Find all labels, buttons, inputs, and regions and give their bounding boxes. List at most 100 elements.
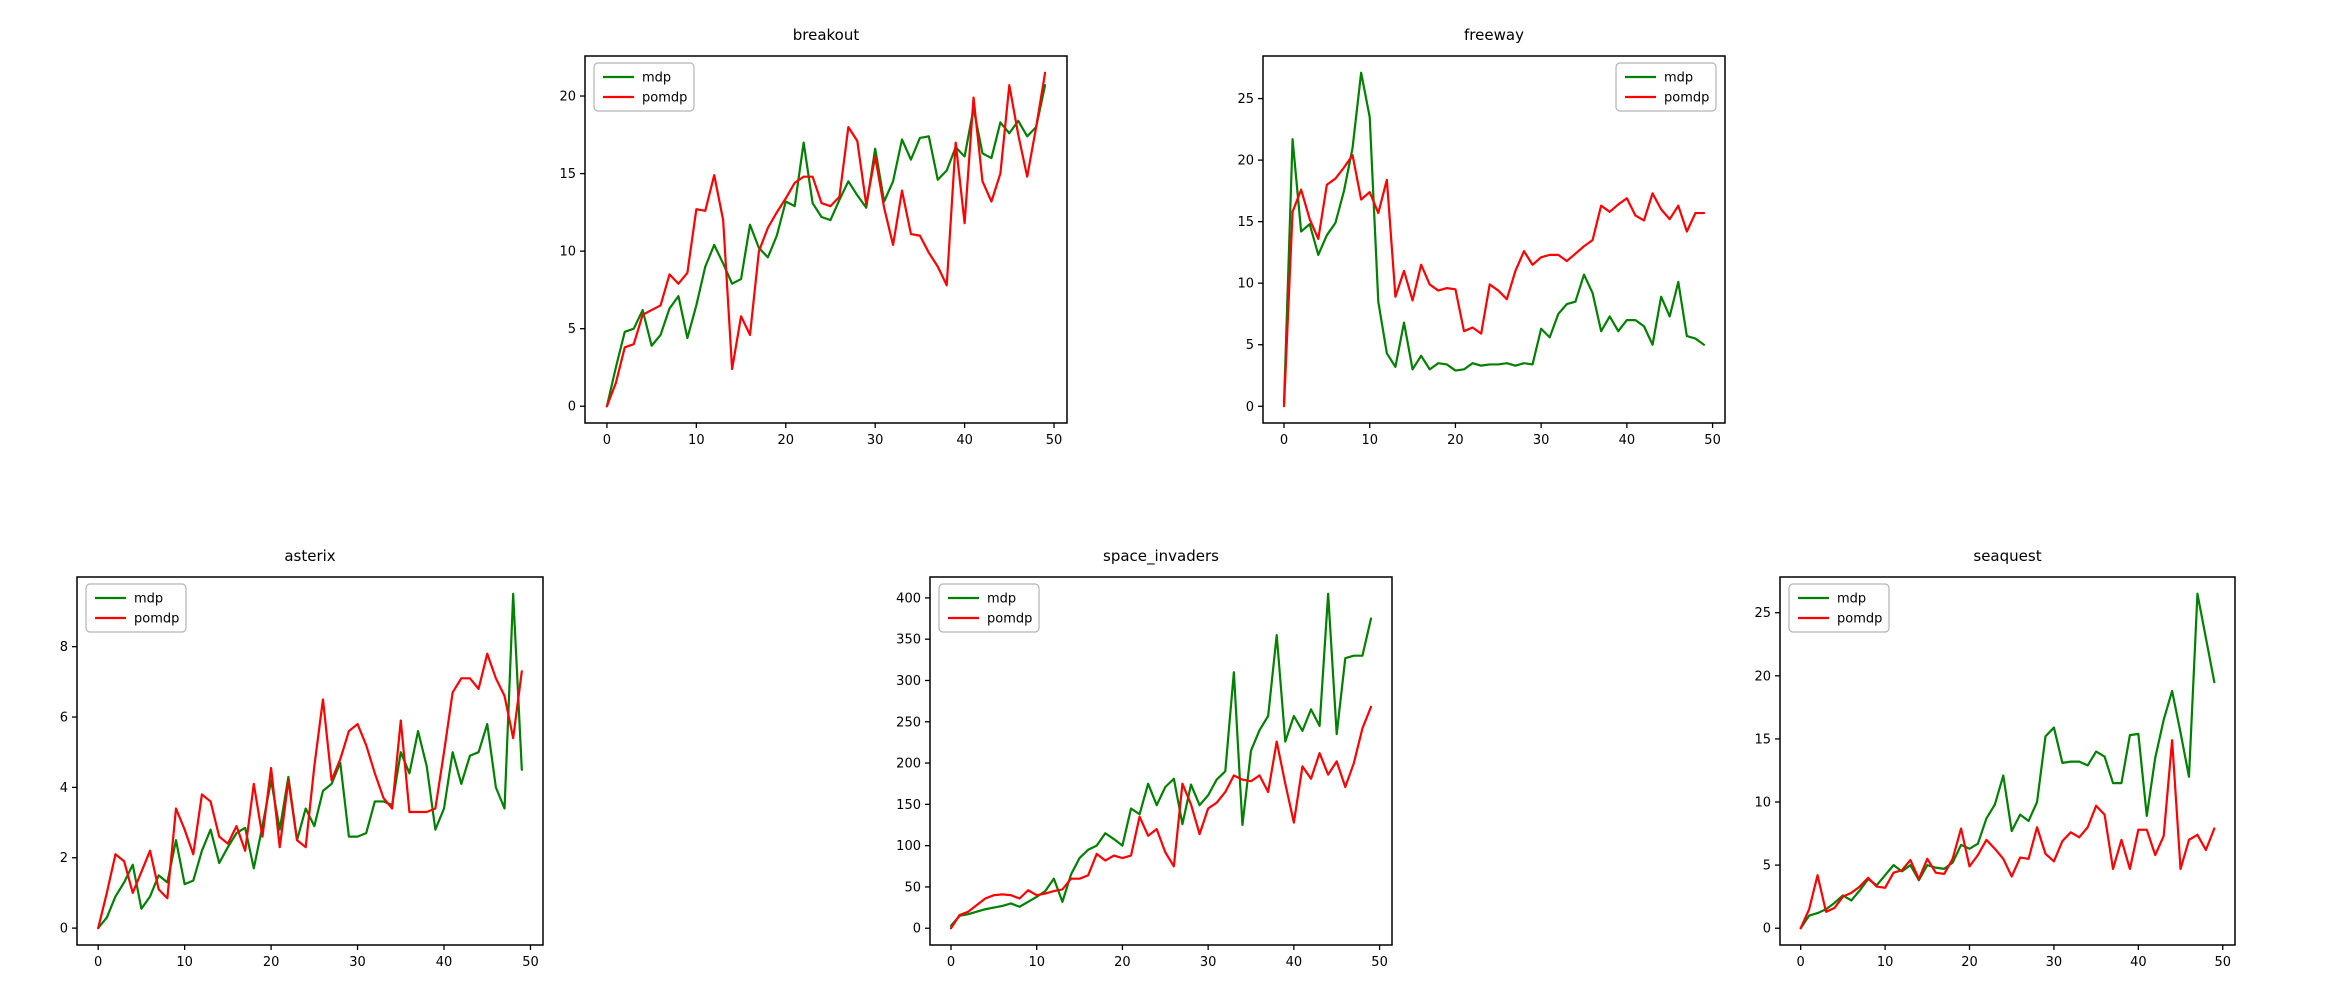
legend-label-pomdp: pomdp: [642, 91, 687, 106]
legend-label-mdp: mdp: [134, 592, 163, 607]
line-mdp: [605, 84, 1047, 408]
plot-border: [76, 576, 544, 946]
legend: mdp pomdp: [938, 583, 1040, 633]
plot-border: [1779, 576, 2236, 946]
legend-label-mdp: mdp: [1837, 592, 1866, 607]
x-tick-label: 20: [1447, 433, 1464, 448]
y-tick-label: 250: [896, 715, 921, 730]
x-tick-label: 30: [349, 955, 366, 970]
plot-border: [584, 55, 1068, 424]
legend: mdp pomdp: [1615, 62, 1717, 112]
line-mdp: [1799, 592, 2216, 930]
x-tick-label: 10: [688, 433, 705, 448]
line-mdp: [1282, 71, 1706, 405]
legend-label-pomdp: pomdp: [1837, 612, 1882, 627]
legend-box: [1788, 583, 1890, 633]
x-tick-label: 30: [2046, 955, 2063, 970]
chart-title-space-invaders: space_invaders: [1103, 547, 1219, 565]
x-tick-label: 10: [176, 955, 193, 970]
y-tick-label: 4: [60, 781, 68, 796]
legend-label-mdp: mdp: [1664, 71, 1693, 86]
y-tick-label: 200: [896, 757, 921, 772]
line-mdp: [97, 592, 523, 930]
x-tick-label: 0: [603, 433, 611, 448]
y-tick-label: 100: [896, 839, 921, 854]
legend: mdp pomdp: [1788, 583, 1890, 633]
x-tick-label: 30: [867, 433, 884, 448]
x-tick-label: 0: [1280, 433, 1288, 448]
subplot-freeway: 0 10 20 30 40 50 0 5 10 15 20 25 mdp pomdp freeway: [1213, 16, 1738, 463]
subplot-seaquest: 0 10 20 30 40 50 0 5 10 15 20 25 mdp pomdp seaquest: [1730, 537, 2248, 985]
chart-title-seaquest: seaquest: [1973, 547, 2042, 565]
x-tick-label: 40: [1286, 955, 1303, 970]
x-tick-label: 50: [2214, 955, 2231, 970]
plot-border: [929, 576, 1393, 946]
line-pomdp: [1282, 154, 1706, 408]
x-tick-label: 30: [1200, 955, 1217, 970]
y-tick-label: 25: [1237, 92, 1254, 107]
y-tick-label: 10: [1237, 277, 1254, 292]
x-tick-label: 10: [1361, 433, 1378, 448]
y-tick-label: 150: [896, 798, 921, 813]
legend-label-mdp: mdp: [987, 592, 1016, 607]
line-mdp: [949, 592, 1373, 927]
legend: mdp pomdp: [85, 583, 187, 633]
x-tick-label: 50: [1704, 433, 1721, 448]
x-tick-label: 20: [1961, 955, 1978, 970]
y-tick-label: 20: [1754, 669, 1771, 684]
chart-title-breakout: breakout: [792, 26, 860, 44]
y-tick-label: 20: [1237, 154, 1254, 169]
x-tick-label: 10: [1028, 955, 1045, 970]
plot-space-invaders: 0 10 20 30 40 50 0 50 100 150 200 250 300 350 400 mdp po…: [896, 576, 1393, 970]
line-pomdp: [605, 71, 1047, 408]
y-tick-label: 350: [896, 633, 921, 648]
y-tick-label: 8: [60, 640, 68, 655]
y-tick-label: 300: [896, 674, 921, 689]
y-tick-label: 10: [1754, 796, 1771, 811]
legend-label-pomdp: pomdp: [134, 612, 179, 627]
plot-asterix: 0 10 20 30 40 50 0 2 4 6 8 mdp pomdp: [60, 576, 544, 970]
x-tick-label: 40: [2130, 955, 2147, 970]
legend-box: [85, 583, 187, 633]
x-tick-label: 20: [263, 955, 280, 970]
legend-label-pomdp: pomdp: [1664, 91, 1709, 106]
y-tick-label: 15: [1237, 215, 1254, 230]
plot-border: [1262, 55, 1726, 424]
x-tick-label: 10: [1877, 955, 1894, 970]
chart-title-freeway: freeway: [1464, 26, 1524, 44]
y-tick-label: 0: [1763, 922, 1771, 937]
plot-seaquest: 0 10 20 30 40 50 0 5 10 15 20 25 mdp pomdp: [1754, 576, 2236, 970]
y-tick-label: 5: [1763, 859, 1771, 874]
y-tick-label: 15: [559, 167, 576, 182]
y-tick-label: 5: [1246, 338, 1254, 353]
legend-box: [593, 62, 695, 112]
y-tick-label: 0: [568, 400, 576, 415]
x-tick-label: 0: [1797, 955, 1805, 970]
line-pomdp: [97, 652, 523, 930]
y-tick-label: 400: [896, 591, 921, 606]
y-tick-label: 5: [568, 322, 576, 337]
y-tick-label: 0: [60, 922, 68, 937]
y-tick-label: 0: [913, 922, 921, 937]
y-tick-label: 50: [904, 880, 921, 895]
x-tick-label: 40: [436, 955, 453, 970]
subplot-asterix: 0 10 20 30 40 50 0 2 4 6 8 mdp pomdp asterix: [27, 537, 556, 985]
x-tick-label: 20: [777, 433, 794, 448]
y-tick-label: 0: [1246, 400, 1254, 415]
y-tick-label: 6: [60, 711, 68, 726]
subplot-breakout: 0 10 20 30 40 50 0 5 10 15 20 mdp pomdp breakout: [535, 16, 1080, 463]
legend-box: [1615, 62, 1717, 112]
x-tick-label: 0: [94, 955, 102, 970]
y-tick-label: 2: [60, 851, 68, 866]
x-tick-label: 50: [522, 955, 539, 970]
x-tick-label: 50: [1046, 433, 1063, 448]
legend: mdp pomdp: [593, 62, 695, 112]
plot-breakout: 0 10 20 30 40 50 0 5 10 15 20 mdp pomdp: [559, 55, 1068, 448]
x-tick-label: 30: [1533, 433, 1550, 448]
legend-box: [938, 583, 1040, 633]
line-pomdp: [949, 705, 1373, 930]
subplot-space-invaders: 0 10 20 30 40 50 0 50 100 150 200 250 300 350 400 mdp po…: [880, 537, 1405, 985]
y-tick-label: 15: [1754, 732, 1771, 747]
y-tick-label: 25: [1754, 606, 1771, 621]
